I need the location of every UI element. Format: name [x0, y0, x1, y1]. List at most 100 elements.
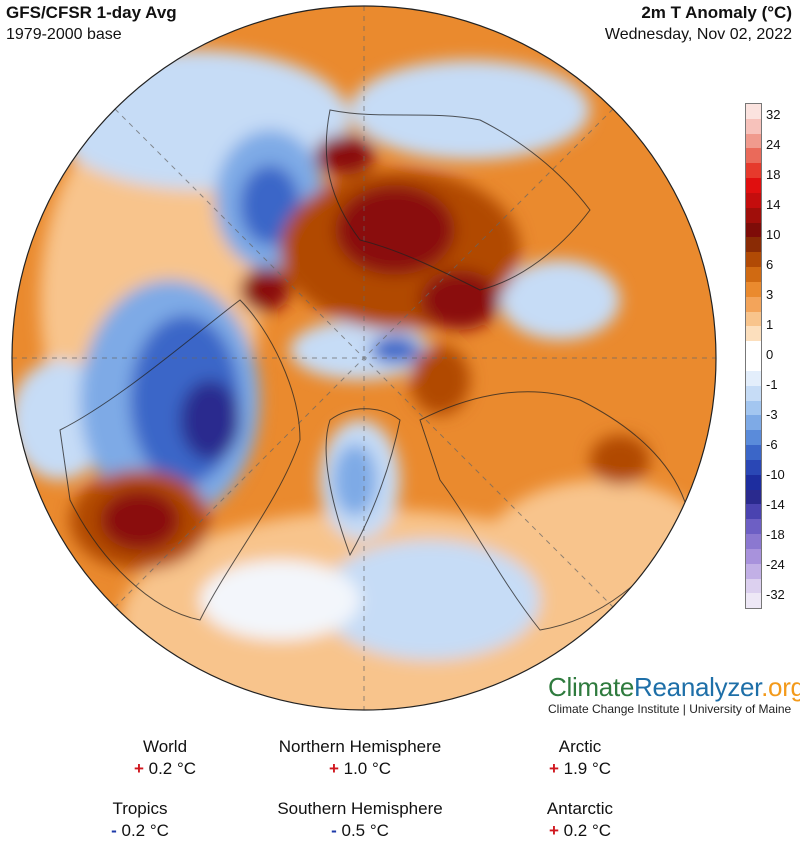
- colorbar-segment: [746, 222, 761, 238]
- stat-sign: -: [111, 821, 117, 840]
- stat-value: 0.2 °C: [121, 821, 169, 840]
- stat-value: 0.2 °C: [148, 759, 197, 778]
- title-left: GFS/CFSR 1-day Avg 1979-2000 base: [6, 2, 177, 46]
- greenland-cold-mid: [333, 444, 377, 516]
- coastlines: [59, 109, 691, 631]
- stat-value: 0.2 °C: [563, 821, 612, 840]
- colorbar-segment: [746, 326, 761, 342]
- brand-part-reanalyzer: Reanalyzer: [634, 672, 762, 702]
- stat-name: Antarctic: [546, 799, 614, 818]
- colorbar-segment: [746, 400, 761, 416]
- atlantic-cold-light: [320, 540, 540, 660]
- colorbar-segment: [746, 163, 761, 179]
- stat-sign: +: [328, 759, 339, 778]
- stat-name: Tropics: [112, 799, 168, 818]
- colorbar-label: 1: [766, 317, 774, 332]
- stat-name: Northern Hemisphere: [278, 737, 442, 756]
- stat-value-row: + 1.9 °C: [460, 758, 700, 780]
- stat-value-row: + 0.2 °C: [460, 820, 700, 842]
- stat-southern-hemisphere: Southern Hemisphere - 0.5 °C: [240, 798, 480, 842]
- brand-logo[interactable]: ClimateReanalyzer.org: [548, 672, 800, 703]
- atlantic-neutral: [200, 560, 360, 640]
- stat-value: 1.0 °C: [343, 759, 392, 778]
- canada-cold-extreme: [180, 380, 240, 460]
- stat-sign: +: [548, 759, 559, 778]
- stat-value-row: + 0.2 °C: [45, 758, 285, 780]
- stat-value-row: - 0.2 °C: [20, 820, 260, 842]
- variable-title: 2m T Anomaly (°C): [641, 3, 792, 22]
- colorbar-segment: [746, 356, 761, 371]
- colorbar-segment: [746, 252, 761, 268]
- arctic-cold-strong: [370, 336, 420, 364]
- kara-warm-extreme: [420, 270, 500, 330]
- colorbar-label: -14: [766, 497, 785, 512]
- colorbar-label: -3: [766, 407, 778, 422]
- stat-antarctic: Antarctic + 0.2 °C: [460, 798, 700, 842]
- colorbar-label: 6: [766, 257, 774, 272]
- scandinavia-warm-strong: [410, 345, 470, 415]
- colorbar-label: -1: [766, 377, 778, 392]
- arctic-cold-light: [290, 320, 430, 380]
- colorbar-label: 0: [766, 347, 774, 362]
- colorbar-segment: [746, 207, 761, 223]
- anomaly-field: [12, 50, 716, 710]
- colorbar-segment: [746, 563, 761, 579]
- colorbar-label: -32: [766, 587, 785, 602]
- stat-world: World + 0.2 °C: [45, 736, 285, 780]
- colorbar-segment: [746, 104, 761, 119]
- colorbar-segment: [746, 192, 761, 208]
- beaufort-warm-extreme: [240, 268, 290, 312]
- colorbar-segment: [746, 148, 761, 164]
- colorbar-segment: [746, 578, 761, 594]
- colorbar-segment: [746, 504, 761, 520]
- colorbar-segment: [746, 489, 761, 505]
- graticule: [12, 6, 716, 710]
- colorbar-segment: [746, 459, 761, 475]
- globe-outline: [11, 5, 717, 711]
- greenland-coast: [325, 408, 401, 557]
- stat-name: Southern Hemisphere: [277, 799, 443, 818]
- product-title: GFS/CFSR 1-day Avg: [6, 3, 177, 22]
- colorbar-label: 18: [766, 167, 781, 182]
- colorbar-segment: [746, 178, 761, 193]
- colorbar: 32 24 18 14 10 6 3 1 0 -1 -3 -6 -10 -14 -18 -24 -32: [742, 100, 800, 610]
- baseline-label: 1979-2000 base: [6, 26, 122, 43]
- globe: [12, 6, 716, 710]
- colorbar-segment: [746, 341, 761, 357]
- colorbar-strip: [745, 103, 762, 609]
- colorbar-label: 14: [766, 197, 781, 212]
- stat-value-row: - 0.5 °C: [240, 820, 480, 842]
- colorbar-segment: [746, 237, 761, 253]
- colorbar-label: 3: [766, 287, 774, 302]
- colorbar-segment: [746, 548, 761, 564]
- stat-value-row: + 1.0 °C: [240, 758, 480, 780]
- colorbar-segment: [746, 534, 761, 549]
- colorbar-label: 10: [766, 227, 781, 242]
- alaska-cold-strong: [240, 165, 300, 245]
- siberia-cold-light: [500, 260, 620, 340]
- colorbar-segment: [746, 385, 761, 401]
- stat-sign: -: [331, 821, 337, 840]
- colorbar-label: -24: [766, 557, 785, 572]
- colorbar-label: 32: [766, 107, 781, 122]
- colorbar-segment: [746, 267, 761, 282]
- siberia-warm-extreme: [335, 185, 455, 275]
- colorbar-segment: [746, 118, 761, 134]
- brand-part-climate: Climate: [548, 672, 635, 702]
- brand-part-org: .org: [761, 672, 800, 702]
- date-label: Wednesday, Nov 02, 2022: [604, 26, 792, 43]
- meridian-diag-2: [114, 108, 614, 608]
- stat-tropics: Tropics - 0.2 °C: [20, 798, 260, 842]
- brand-subtitle: Climate Change Institute | University of…: [548, 702, 792, 716]
- colorbar-label: -10: [766, 467, 785, 482]
- stat-value: 0.5 °C: [341, 821, 389, 840]
- colorbar-segment: [746, 281, 761, 297]
- colorbar-segment: [746, 415, 761, 431]
- colorbar-segment: [746, 133, 761, 149]
- colorbar-segment: [746, 311, 761, 327]
- colorbar-segment: [746, 445, 761, 460]
- asia-north-cold-light: [350, 60, 590, 160]
- us-west-warm-extreme: [100, 490, 180, 550]
- title-right: 2m T Anomaly (°C) Wednesday, Nov 02, 202…: [605, 2, 792, 46]
- colorbar-label: 24: [766, 137, 781, 152]
